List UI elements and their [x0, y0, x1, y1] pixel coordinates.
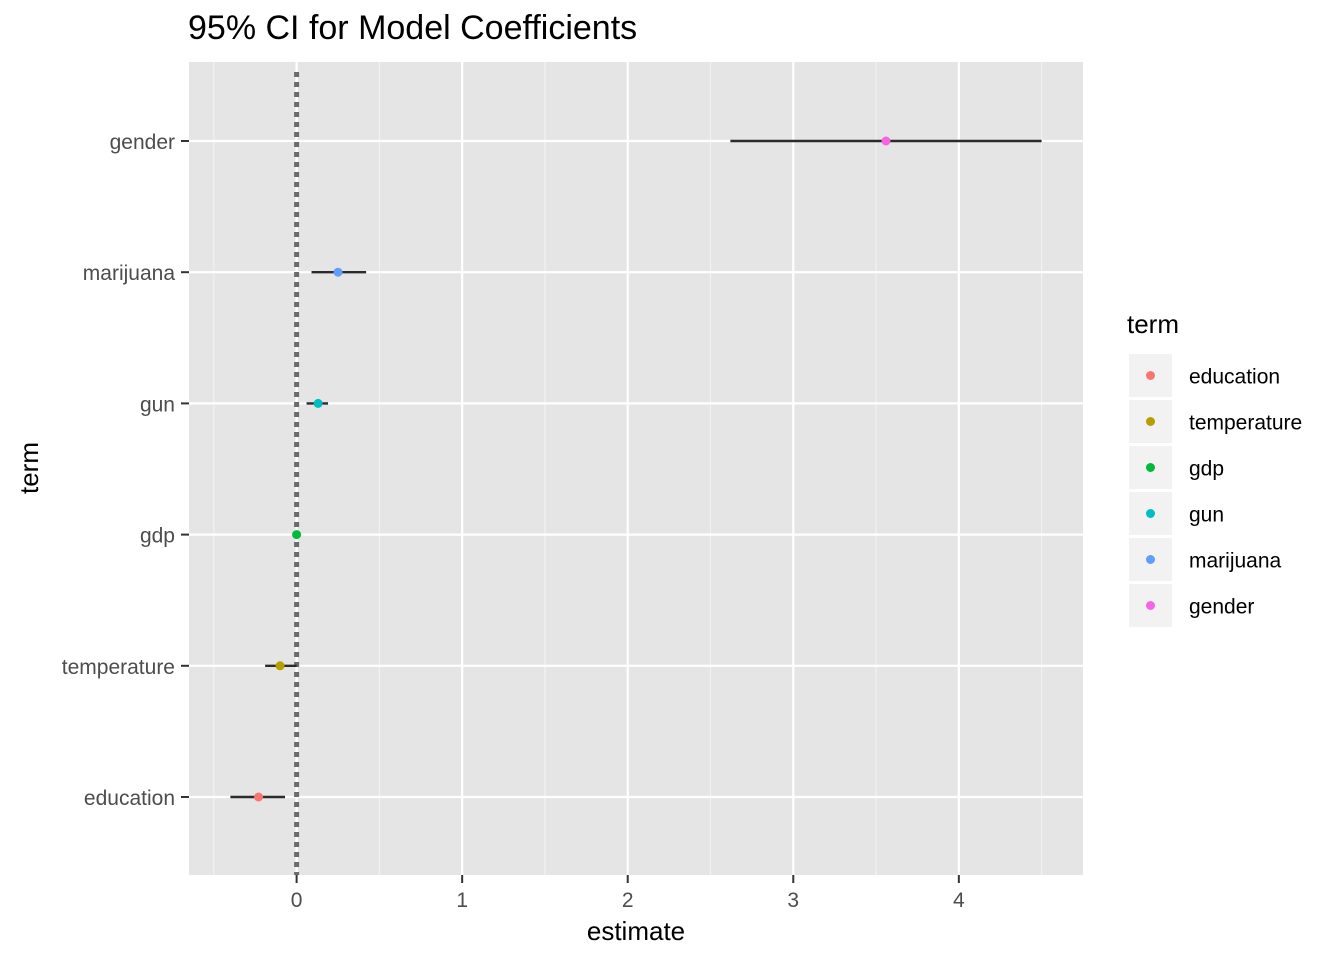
y-tick-label: marijuana: [83, 262, 176, 285]
y-tick-label: gun: [140, 393, 175, 416]
x-axis-title: estimate: [587, 916, 685, 946]
x-tick-label: 3: [787, 889, 799, 912]
legend-dot-gender: [1146, 601, 1155, 610]
x-tick-label: 4: [953, 889, 965, 912]
legend-title: term: [1127, 309, 1179, 339]
y-tick-label: temperature: [62, 656, 175, 679]
point-temperature: [275, 661, 285, 671]
legend-dot-education: [1146, 371, 1155, 380]
point-gender: [881, 136, 891, 146]
legend-label-education: education: [1189, 366, 1280, 389]
y-axis-title: term: [14, 442, 44, 494]
y-tick-label: gender: [110, 131, 175, 154]
point-gdp: [292, 530, 302, 540]
legend-label-marijuana: marijuana: [1189, 550, 1282, 573]
legend-label-gender: gender: [1189, 596, 1254, 619]
y-axis: education temperature gdp gun marijuana gende…: [62, 131, 189, 810]
x-axis: 0 1 2 3 4: [291, 875, 965, 912]
x-tick-label: 0: [291, 889, 303, 912]
legend: term education temperature gdp gun marijuana…: [1127, 309, 1302, 627]
point-marijuana: [333, 267, 343, 277]
x-tick-label: 1: [456, 889, 468, 912]
legend-label-gdp: gdp: [1189, 458, 1224, 481]
legend-dot-marijuana: [1146, 555, 1155, 564]
legend-label-temperature: temperature: [1189, 412, 1302, 435]
legend-label-gun: gun: [1189, 504, 1224, 527]
x-tick-label: 2: [622, 889, 634, 912]
gridlines: [189, 62, 1083, 875]
point-education: [254, 792, 264, 802]
y-tick-label: education: [84, 787, 175, 810]
estimate-points: [254, 136, 891, 802]
point-gun: [313, 398, 323, 408]
legend-dot-gdp: [1146, 463, 1155, 472]
y-tick-label: gdp: [140, 525, 175, 548]
chart-title: 95% CI for Model Coefficients: [188, 9, 637, 47]
legend-dot-gun: [1146, 509, 1155, 518]
legend-dot-temperature: [1146, 417, 1155, 426]
plot-panel: [189, 62, 1083, 875]
